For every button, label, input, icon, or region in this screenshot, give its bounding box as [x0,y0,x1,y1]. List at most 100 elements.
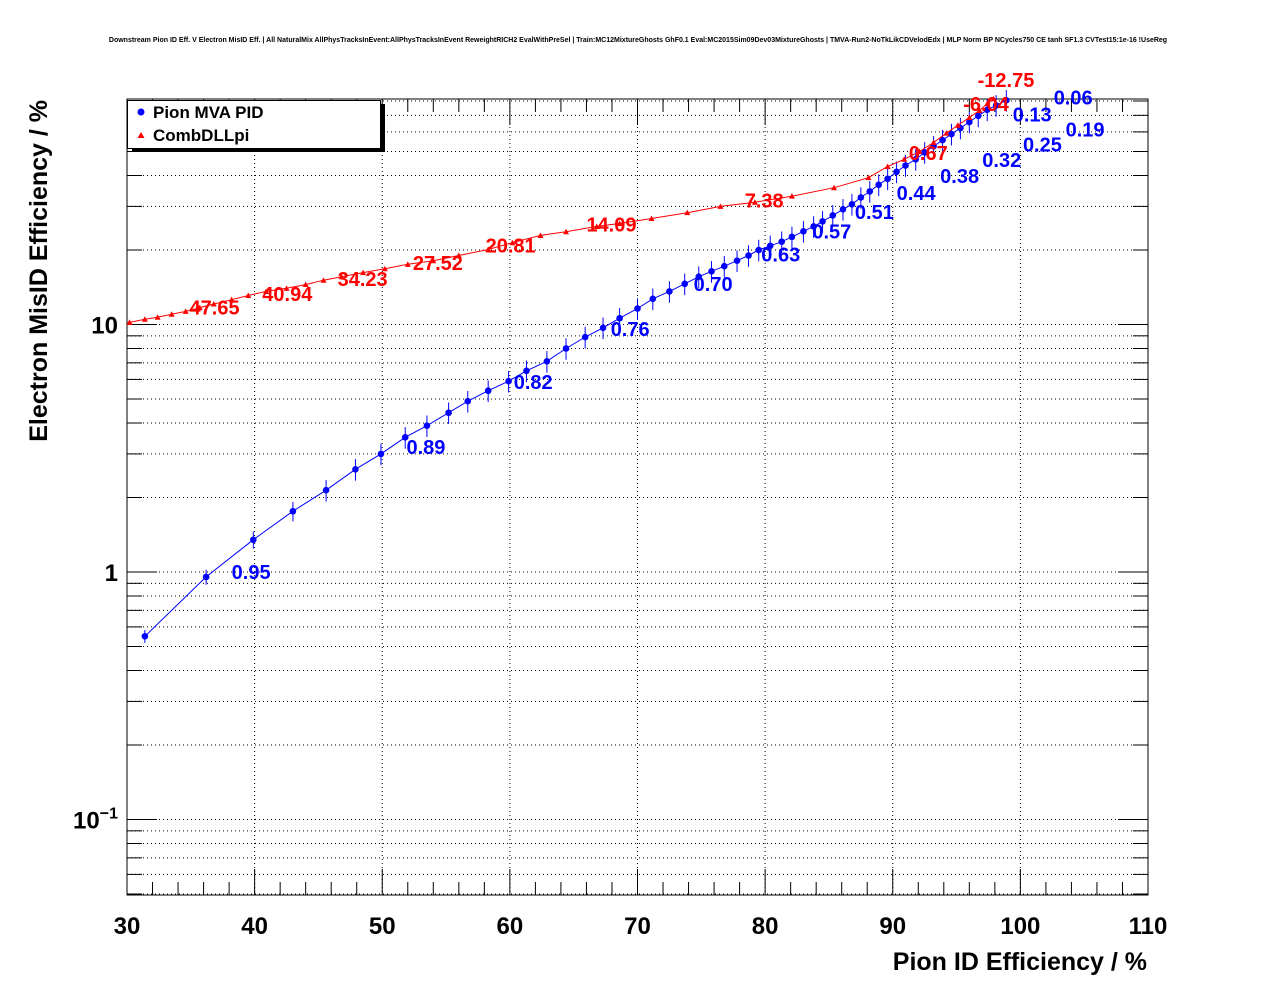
data-point [755,246,763,254]
point-label: 0.51 [855,202,894,224]
data-point [884,163,891,169]
data-point [695,273,703,281]
data-point [966,118,973,126]
data-point [228,296,235,303]
point-labels: 0.95 0.89 0.82 0.76 0.70 0.63 0.570.510.440.38… [190,70,1105,584]
data-point [599,324,607,332]
point-label: 0.95 [232,562,271,584]
point-label: 27.52 [413,253,463,275]
data-point [537,232,544,238]
data-point [401,434,409,441]
data-point [954,122,961,128]
data-point [141,632,149,640]
x-tick-label: 110 [1129,913,1168,940]
plot-frame [126,98,1149,896]
x-axis-label: Pion ID Efficiency / % [893,948,1147,976]
point-label: 47.65 [190,298,240,320]
data-point [992,102,1000,109]
data-point [202,573,210,581]
x-tick-label: 30 [114,913,141,940]
point-label: -12.75 [978,70,1035,92]
x-tick-label: 100 [1000,913,1040,940]
data-point [484,387,492,395]
data-point [523,367,530,375]
legend-marker-triangle [137,132,145,138]
data-point [289,507,297,515]
point-label: 34.23 [338,269,388,291]
legend-entry-combdll: CombDLLpi [153,126,249,145]
data-point [875,181,883,189]
data-point [921,149,928,156]
legend-entry-pion-mva: Pion MVA PID [153,103,264,122]
data-point [684,209,691,216]
point-label: 0.76 [611,319,650,341]
point-label: 7.38 [745,190,784,212]
data-point [990,95,997,102]
data-point [360,269,367,276]
data-point [649,295,657,303]
data-point [509,239,516,246]
data-point [666,288,673,295]
data-point [720,262,728,270]
data-point [819,218,826,225]
data-point [377,450,385,458]
point-label: 0.38 [940,166,979,188]
point-label: 0.19 [1066,119,1105,141]
data-point [182,308,189,314]
data-point [593,223,600,229]
data-point [866,188,874,195]
data-point [766,242,774,250]
data-point [322,486,330,494]
y-tick-label: 1 [105,560,118,587]
data-point [893,168,900,176]
data-point [563,228,570,235]
x-tick-label: 90 [879,913,906,940]
point-label: 20.81 [486,235,536,257]
point-label: 0.06 [1054,87,1093,109]
data-point [562,345,570,352]
data-point [930,139,937,145]
data-point [857,194,865,201]
legend-marker-circle [137,108,145,116]
data-point [141,316,148,322]
point-label: 0.63 [761,244,800,266]
data-point [948,130,955,138]
data-point [616,220,623,226]
data-point [1003,97,1010,104]
data-point [485,246,492,252]
point-label: 40.94 [262,284,313,306]
data-point [983,106,991,114]
data-point [916,148,923,155]
data-point [320,277,327,283]
data-point [831,184,838,191]
axes: 30 40 50 60 70 80 90 100 110 10 1 10−1 [73,98,1168,940]
data-point [616,314,623,322]
data-point [966,114,973,121]
data-point [154,314,161,320]
data-point [245,292,252,298]
data-point [681,280,689,288]
data-point [464,397,472,405]
data-point [381,265,388,272]
data-point [839,206,847,213]
y-axis-label: Electron MisID Efficiency / % [25,100,53,442]
point-label: 0.57 [812,222,851,244]
data-point [283,285,290,291]
x-tick-label: 50 [369,913,396,940]
point-label: 0.32 [982,150,1021,172]
point-label: 0.70 [694,274,733,296]
data-point [865,174,872,181]
data-point [884,175,891,183]
data-point [455,252,462,259]
grid [127,99,1148,895]
point-label: 0.25 [1023,134,1062,156]
data-point [745,252,752,259]
y-tick-label: 10−1 [73,806,118,835]
data-point [751,199,758,205]
data-point [648,215,655,222]
data-point [430,257,437,264]
data-point [505,377,512,385]
x-tick-label: 80 [752,913,779,940]
data-point [126,319,133,325]
data-point [829,212,837,219]
